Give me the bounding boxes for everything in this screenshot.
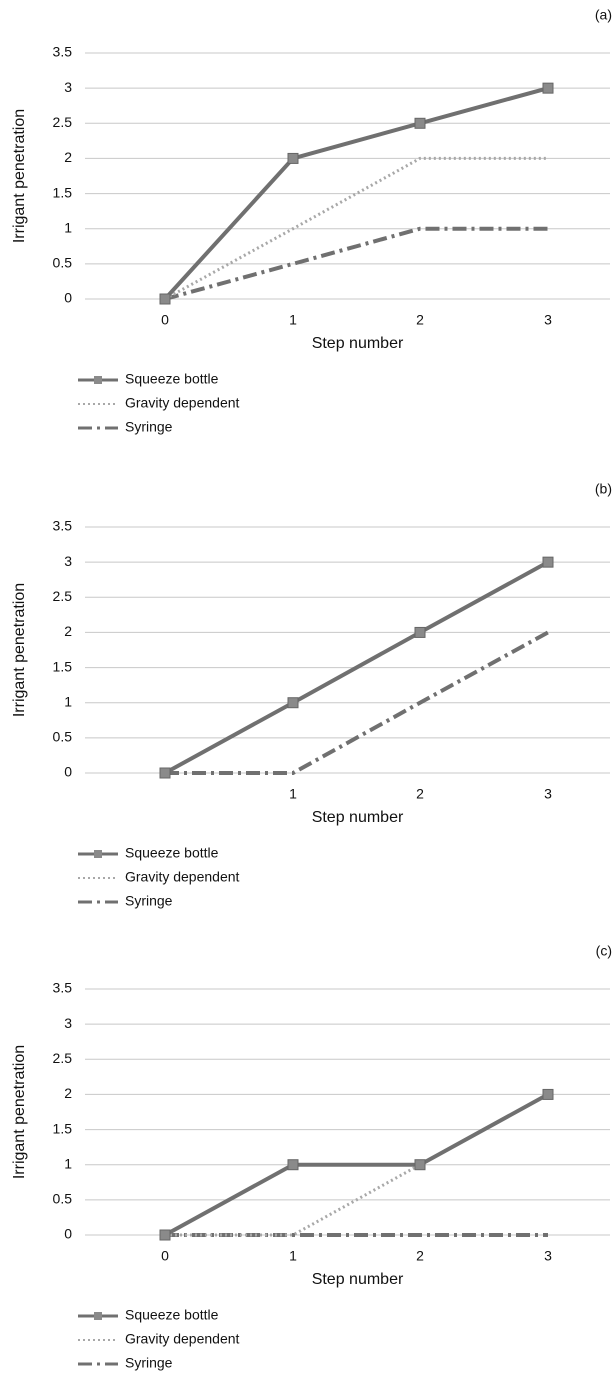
x-axis-title: Step number — [312, 809, 404, 826]
legend-label: Squeeze bottle — [125, 371, 219, 387]
y-tick-label: 0 — [64, 290, 72, 306]
x-tick-label: 0 — [161, 1248, 169, 1264]
x-tick-label: 1 — [289, 786, 297, 802]
panel-label: (a) — [595, 7, 612, 23]
point-marker — [159, 293, 171, 305]
y-tick-label: 3 — [64, 1015, 72, 1031]
y-tick-label: 3.5 — [53, 980, 73, 996]
panel-label: (b) — [595, 481, 612, 497]
legend-label: Gravity dependent — [125, 869, 240, 885]
x-axis-title: Step number — [312, 1271, 404, 1288]
x-axis-title: Step number — [312, 335, 404, 352]
y-tick-label: 2 — [64, 149, 72, 165]
y-tick-label: 2.5 — [53, 114, 73, 130]
series-line — [163, 86, 549, 301]
x-tick-label: 1 — [289, 1248, 297, 1264]
point-marker — [287, 1159, 299, 1171]
legend-label: Syringe — [125, 893, 173, 909]
legend-marker — [94, 1312, 102, 1320]
y-tick-label: 2.5 — [53, 588, 73, 604]
y-axis-title: Irrigant penetration — [11, 583, 28, 717]
panel-label: (c) — [596, 943, 612, 959]
y-tick-label: 0 — [64, 764, 72, 780]
point-marker — [414, 626, 426, 638]
point-marker — [159, 767, 171, 779]
x-tick-label: 1 — [289, 312, 297, 328]
y-tick-label: 1.5 — [53, 658, 73, 674]
legend-label: Syringe — [125, 1355, 173, 1371]
x-tick-label: 0 — [161, 312, 169, 328]
x-tick-label: 2 — [416, 1248, 424, 1264]
y-tick-label: 0.5 — [53, 1191, 73, 1207]
point-marker — [287, 152, 299, 164]
point-marker — [542, 556, 554, 568]
x-tick-label: 2 — [416, 312, 424, 328]
y-tick-label: 3.5 — [53, 518, 73, 534]
x-tick-label: 3 — [544, 312, 552, 328]
series-line — [164, 1092, 549, 1237]
y-axis-title: Irrigant penetration — [11, 1045, 28, 1179]
legend-marker — [94, 376, 102, 384]
legend-marker — [94, 850, 102, 858]
y-tick-label: 3 — [64, 79, 72, 95]
y-tick-label: 0.5 — [53, 729, 73, 745]
y-tick-label: 2.5 — [53, 1050, 73, 1066]
point-marker — [159, 1229, 171, 1241]
y-tick-label: 2 — [64, 1085, 72, 1101]
y-tick-label: 1 — [64, 219, 72, 235]
x-tick-label: 2 — [416, 786, 424, 802]
legend-label: Gravity dependent — [125, 1331, 240, 1347]
y-tick-label: 3.5 — [53, 44, 73, 60]
y-tick-label: 2 — [64, 623, 72, 639]
x-tick-label: 3 — [544, 786, 552, 802]
y-axis-title: Irrigant penetration — [11, 109, 28, 243]
legend-label: Squeeze bottle — [125, 1307, 219, 1323]
point-marker — [542, 82, 554, 94]
series-line — [164, 226, 548, 301]
legend-label: Syringe — [125, 419, 173, 435]
y-tick-label: 1 — [64, 693, 72, 709]
chart-panel: (c) 0 0.5 1 1.5 2 2.5 3 3.5 0 1 2 3 Step number Irriga… — [11, 943, 612, 1371]
point-marker — [542, 1088, 554, 1100]
y-tick-label: 1.5 — [53, 184, 73, 200]
point-marker — [287, 697, 299, 709]
y-tick-label: 1 — [64, 1155, 72, 1171]
y-tick-label: 0 — [64, 1226, 72, 1242]
point-marker — [414, 1159, 426, 1171]
x-tick-label: 3 — [544, 1248, 552, 1264]
chart-panel: (b) 0 0.5 1 1.5 2 2.5 3 3.5 1 2 3 Step number Irrigan… — [11, 481, 612, 909]
series-line — [165, 630, 549, 775]
y-tick-label: 0.5 — [53, 255, 73, 271]
series-line — [164, 560, 549, 775]
point-marker — [414, 117, 426, 129]
legend-label: Gravity dependent — [125, 395, 240, 411]
y-tick-label: 1.5 — [53, 1120, 73, 1136]
y-tick-label: 3 — [64, 553, 72, 569]
legend-label: Squeeze bottle — [125, 845, 219, 861]
series-line — [164, 156, 548, 301]
chart-panel: (a) 0 0.5 1 1.5 2 2.5 3 3.5 0 1 2 3 Step number Irriga… — [11, 7, 612, 435]
